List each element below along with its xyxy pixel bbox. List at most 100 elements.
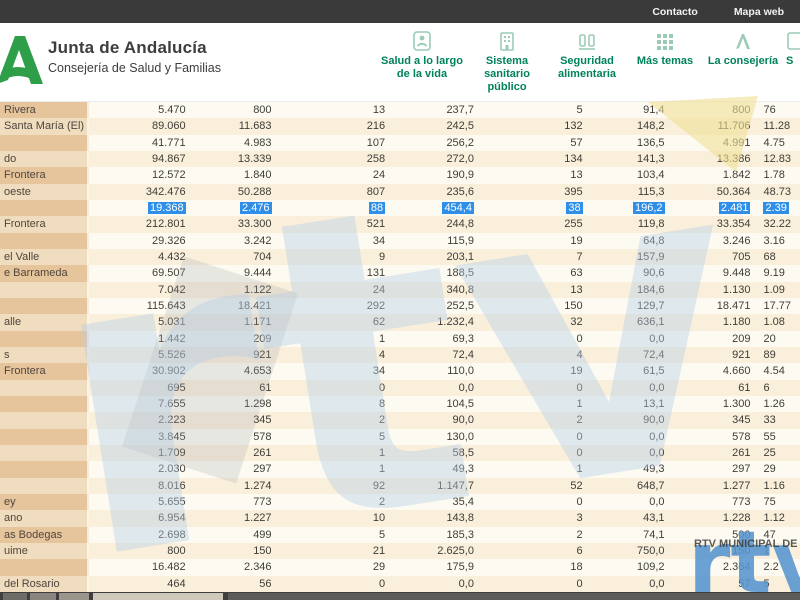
table-cell[interactable]: 7.042 xyxy=(88,281,189,298)
table-cell[interactable]: 33.354 xyxy=(667,216,754,233)
table-cell[interactable]: 0,0 xyxy=(585,444,668,462)
table-cell[interactable]: 1.228 xyxy=(667,510,754,527)
table-cell[interactable]: 107 xyxy=(274,134,389,151)
table-cell[interactable]: 578 xyxy=(188,428,275,445)
table-cell[interactable]: 9.444 xyxy=(188,265,275,282)
table-cell[interactable]: 242,5 xyxy=(388,118,477,135)
table-cell[interactable]: 25 xyxy=(753,444,800,462)
table-cell[interactable]: 196,2 xyxy=(585,199,668,217)
table-cell[interactable]: 20 xyxy=(753,330,800,347)
table-cell[interactable]: 3 xyxy=(476,510,586,527)
table-cell[interactable]: 16.482 xyxy=(88,559,189,576)
table-cell[interactable]: 216 xyxy=(274,118,389,135)
table-cell[interactable]: 500 xyxy=(667,526,754,543)
table-cell[interactable]: 4.660 xyxy=(667,363,754,380)
table-row[interactable]: e Barrameda 69.507 9.444 131 188,5 63 90,6 9.44… xyxy=(0,265,800,282)
table-cell[interactable]: 800 xyxy=(188,102,275,119)
table-cell[interactable]: 49,3 xyxy=(388,461,477,478)
table-cell[interactable]: 1.12 xyxy=(753,510,800,527)
table-cell[interactable]: 1.274 xyxy=(188,477,275,494)
table-cell[interactable]: 6.954 xyxy=(88,510,189,527)
table-cell[interactable]: 13.386 xyxy=(667,150,754,168)
table-cell[interactable]: 1.709 xyxy=(88,444,189,462)
table-row[interactable]: el Valle 4.432 704 9 203,1 7 157,9 705 68 xyxy=(0,248,800,266)
table-cell[interactable]: 62 xyxy=(274,314,389,331)
table-cell[interactable]: 750,0 xyxy=(585,542,668,560)
table-cell[interactable]: 91,4 xyxy=(585,102,668,119)
row-label[interactable]: do xyxy=(0,150,89,168)
table-cell[interactable]: 150 xyxy=(667,542,754,560)
table-cell[interactable]: 130,0 xyxy=(388,428,477,445)
table-cell[interactable]: 1.227 xyxy=(188,510,275,527)
table-cell[interactable]: 13 xyxy=(476,281,586,298)
table-cell[interactable]: 0,0 xyxy=(585,330,668,347)
table-cell[interactable]: 103,4 xyxy=(585,167,668,184)
table-cell[interactable]: 109,2 xyxy=(585,559,668,576)
table-cell[interactable]: 49,3 xyxy=(585,461,668,478)
taskbar[interactable] xyxy=(0,592,800,600)
table-cell[interactable]: 188,5 xyxy=(388,265,477,282)
table-row[interactable]: ano 6.954 1.227 10 143,8 3 43,1 1.228 1.12 xyxy=(0,510,800,527)
row-label[interactable]: ano xyxy=(0,510,89,527)
table-cell[interactable]: 0 xyxy=(274,379,389,396)
table-cell[interactable]: 1.180 xyxy=(667,314,754,331)
table-cell[interactable]: 7.655 xyxy=(88,395,189,413)
row-label[interactable]: as Bodegas xyxy=(0,526,89,543)
table-cell[interactable]: 464 xyxy=(88,575,189,592)
table-cell[interactable]: 2.2 xyxy=(753,559,800,576)
table-cell[interactable]: 1.16 xyxy=(753,477,800,494)
table-cell[interactable]: 2.39 xyxy=(753,199,800,217)
table-cell[interactable]: 63 xyxy=(476,265,586,282)
table-cell[interactable]: 261 xyxy=(188,444,275,462)
table-cell[interactable]: 18 xyxy=(476,559,586,576)
table-cell[interactable]: 72,4 xyxy=(388,346,477,364)
table-cell[interactable]: 32.22 xyxy=(753,216,800,233)
table-cell[interactable]: 345 xyxy=(188,412,275,429)
table-row[interactable]: 3.845 578 5 130,0 0 0,0 578 55 xyxy=(0,428,800,445)
table-row[interactable]: del Rosario 464 56 0 0,0 0 0,0 57 5 xyxy=(0,575,800,592)
table-cell[interactable]: 143,8 xyxy=(388,510,477,527)
nav-item-sistema-sanitario[interactable]: Sistema sanitario público xyxy=(470,31,544,94)
table-row[interactable]: uime 800 150 21 2.625,0 6 750,0 150 1 xyxy=(0,542,800,560)
table-cell[interactable]: 57 xyxy=(667,575,754,592)
row-label[interactable]: ey xyxy=(0,493,89,511)
table-row[interactable]: Santa María (El) 89.060 11.683 216 242,5 132 1… xyxy=(0,118,800,135)
table-cell[interactable]: 1.147,7 xyxy=(388,477,477,494)
table-cell[interactable]: 10 xyxy=(274,510,389,527)
table-cell[interactable]: 255 xyxy=(476,216,586,233)
table-cell[interactable]: 1 xyxy=(476,395,586,413)
table-cell[interactable]: 75 xyxy=(753,493,800,511)
table-cell[interactable]: 38 xyxy=(476,199,586,217)
table-cell[interactable]: 921 xyxy=(188,346,275,364)
mapa-web-link[interactable]: Mapa web xyxy=(733,5,784,18)
table-cell[interactable]: 695 xyxy=(88,379,189,396)
contacto-link[interactable]: Contacto xyxy=(652,5,698,18)
table-cell[interactable]: 185,3 xyxy=(388,526,477,543)
table-cell[interactable]: 4 xyxy=(476,346,586,364)
table-cell[interactable]: 1.840 xyxy=(188,167,275,184)
table-cell[interactable]: 636,1 xyxy=(585,314,668,331)
table-cell[interactable]: 74,1 xyxy=(585,526,668,543)
table-row[interactable]: 7.042 1.122 24 340,8 13 184,6 1.130 1.09 xyxy=(0,281,800,298)
table-cell[interactable]: 340,8 xyxy=(388,281,477,298)
table-cell[interactable]: 110,0 xyxy=(388,363,477,380)
table-cell[interactable]: 1.442 xyxy=(88,330,189,347)
table-cell[interactable]: 4.54 xyxy=(753,363,800,380)
table-cell[interactable]: 12.572 xyxy=(88,167,189,184)
nav-item-salud-vida[interactable]: Salud a lo largo de la vida xyxy=(374,31,470,81)
taskbar-segment[interactable] xyxy=(3,593,27,600)
table-cell[interactable]: 252,5 xyxy=(388,297,477,315)
table-cell[interactable]: 1.26 xyxy=(753,395,800,413)
row-label[interactable]: Frontera xyxy=(0,167,89,184)
table-row[interactable]: 1.442 209 1 69,3 0 0,0 209 20 xyxy=(0,330,800,347)
table-cell[interactable]: 395 xyxy=(476,183,586,200)
table-cell[interactable]: 115,9 xyxy=(388,232,477,249)
table-row[interactable]: 115.643 18.421 292 252,5 150 129,7 18.471 17.77 xyxy=(0,297,800,315)
table-cell[interactable]: 705 xyxy=(667,248,754,266)
table-cell[interactable]: 18.471 xyxy=(667,297,754,315)
taskbar-segment[interactable] xyxy=(59,593,89,600)
table-cell[interactable]: 34 xyxy=(274,363,389,380)
table-cell[interactable]: 0 xyxy=(476,330,586,347)
table-cell[interactable]: 56 xyxy=(188,575,275,592)
table-cell[interactable]: 76 xyxy=(753,102,800,119)
